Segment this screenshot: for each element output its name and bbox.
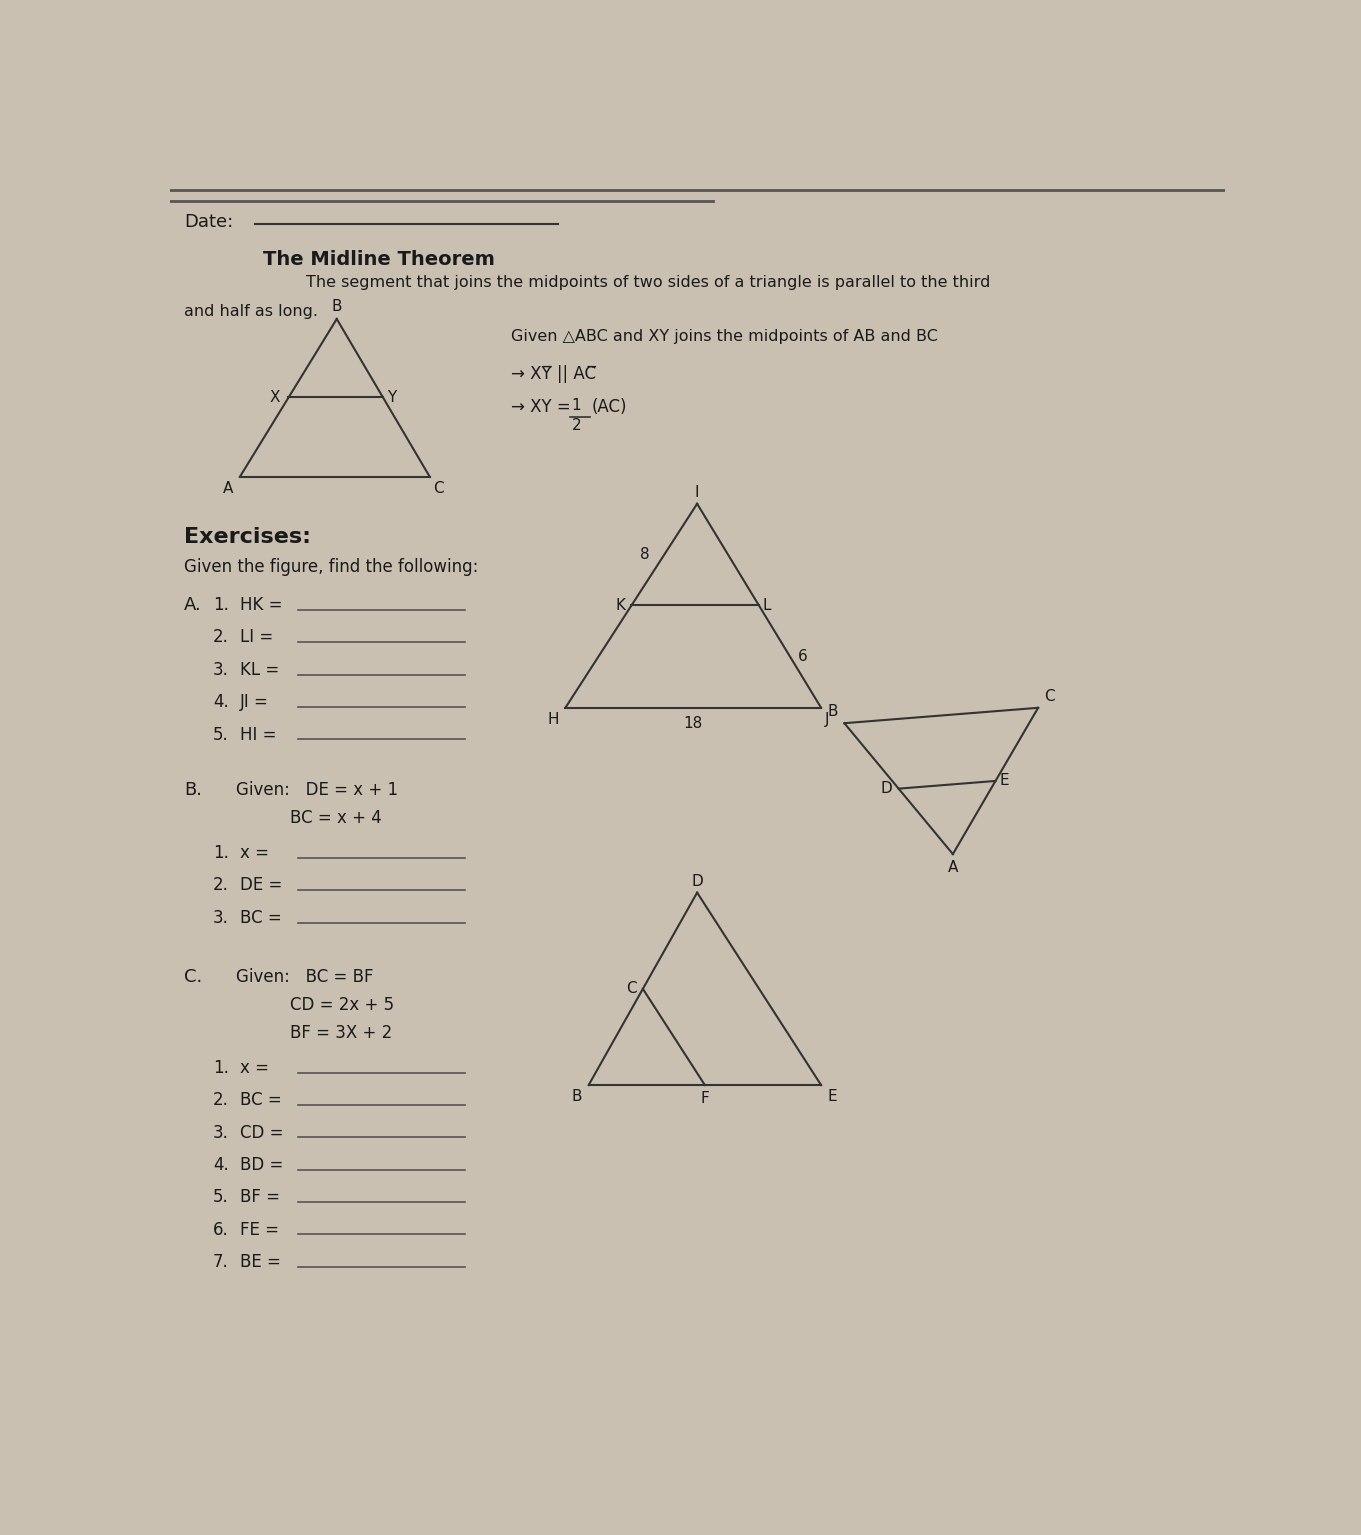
Text: LI =: LI = <box>240 628 279 646</box>
Text: The segment that joins the midpoints of two sides of a triangle is parallel to t: The segment that joins the midpoints of … <box>306 275 989 290</box>
Text: BC = x + 4: BC = x + 4 <box>290 809 382 827</box>
Text: L: L <box>764 599 772 612</box>
Text: x =: x = <box>240 1059 274 1078</box>
Text: 1.: 1. <box>212 596 229 614</box>
Text: 1.: 1. <box>212 1059 229 1078</box>
Text: B.: B. <box>184 781 201 798</box>
Text: (AC): (AC) <box>592 398 627 416</box>
Text: 18: 18 <box>683 715 702 731</box>
Text: C: C <box>434 480 444 496</box>
Text: X: X <box>269 390 280 405</box>
Text: Given:   BC = BF: Given: BC = BF <box>235 969 373 985</box>
Text: B: B <box>332 299 342 315</box>
Text: JI =: JI = <box>240 694 274 711</box>
Text: J: J <box>825 712 829 726</box>
Text: CD =: CD = <box>240 1124 289 1142</box>
Text: BC =: BC = <box>240 909 287 927</box>
Text: BC =: BC = <box>240 1091 287 1110</box>
Text: I: I <box>695 485 700 500</box>
Text: B: B <box>827 705 838 720</box>
Text: 5.: 5. <box>212 726 229 743</box>
Text: Date:: Date: <box>184 213 233 232</box>
Text: Given △ABC and XY joins the midpoints of AB and BC: Given △ABC and XY joins the midpoints of… <box>512 328 938 344</box>
Text: FE =: FE = <box>240 1220 284 1239</box>
Text: BD =: BD = <box>240 1156 289 1174</box>
Text: DE =: DE = <box>240 876 287 895</box>
Text: D: D <box>881 781 893 797</box>
Text: 2.: 2. <box>212 628 229 646</box>
Text: A: A <box>947 860 958 875</box>
Text: 1: 1 <box>572 398 581 413</box>
Text: 3.: 3. <box>212 909 229 927</box>
Text: KL =: KL = <box>240 662 284 678</box>
Text: 1.: 1. <box>212 844 229 863</box>
Text: 3.: 3. <box>212 662 229 678</box>
Text: 7.: 7. <box>212 1253 229 1271</box>
Text: HK =: HK = <box>240 596 287 614</box>
Text: → XY̅ || AC̅: → XY̅ || AC̅ <box>512 365 596 384</box>
Text: BF = 3X + 2: BF = 3X + 2 <box>290 1024 392 1042</box>
Text: Given:   DE = x + 1: Given: DE = x + 1 <box>235 781 399 798</box>
Text: Y: Y <box>387 390 396 405</box>
Text: 3.: 3. <box>212 1124 229 1142</box>
Text: C.: C. <box>184 969 203 985</box>
Text: 2: 2 <box>572 418 581 433</box>
Text: → XY =: → XY = <box>512 398 576 416</box>
Text: 8: 8 <box>640 546 649 562</box>
Text: 6.: 6. <box>212 1220 229 1239</box>
Text: 6: 6 <box>798 649 807 663</box>
Text: A: A <box>223 480 234 496</box>
Text: x =: x = <box>240 844 274 863</box>
Text: C: C <box>626 981 637 996</box>
Text: BF =: BF = <box>240 1188 284 1207</box>
Text: D: D <box>691 873 704 889</box>
Text: 2.: 2. <box>212 876 229 895</box>
Text: Exercises:: Exercises: <box>184 527 312 546</box>
Text: 4.: 4. <box>212 694 229 711</box>
Text: BE =: BE = <box>240 1253 286 1271</box>
Text: H: H <box>547 712 559 726</box>
Text: C: C <box>1044 689 1055 705</box>
Text: 4.: 4. <box>212 1156 229 1174</box>
Text: 5.: 5. <box>212 1188 229 1207</box>
Text: and half as long.: and half as long. <box>184 304 318 319</box>
Text: F: F <box>701 1091 709 1107</box>
Text: E: E <box>827 1088 837 1104</box>
Text: The Midline Theorem: The Midline Theorem <box>263 250 495 269</box>
Text: 2.: 2. <box>212 1091 229 1110</box>
Text: K: K <box>615 599 625 612</box>
Text: E: E <box>999 774 1009 789</box>
Text: CD = 2x + 5: CD = 2x + 5 <box>290 996 395 1013</box>
Text: B: B <box>572 1088 583 1104</box>
Text: A.: A. <box>184 596 201 614</box>
Text: Given the figure, find the following:: Given the figure, find the following: <box>184 557 479 576</box>
Text: HI =: HI = <box>240 726 282 743</box>
